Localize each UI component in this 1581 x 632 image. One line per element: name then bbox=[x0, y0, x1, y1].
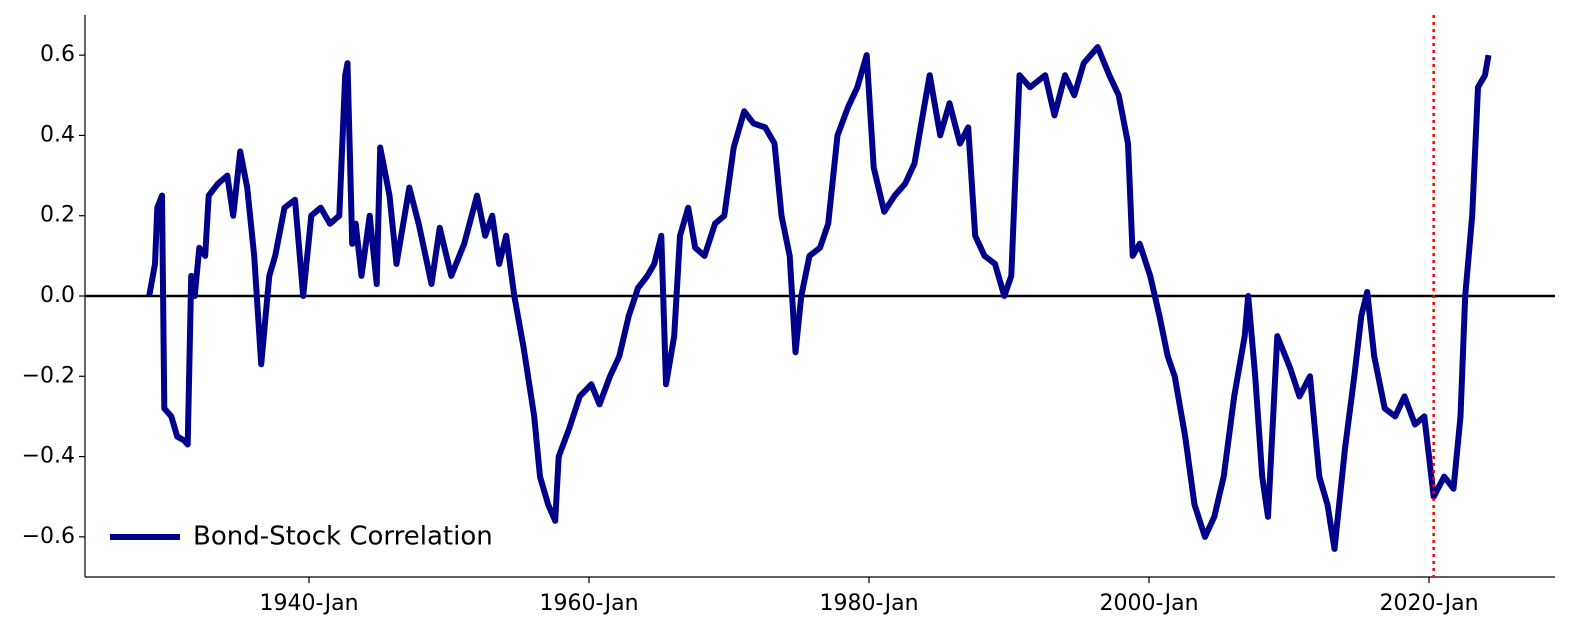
x-tick-label: 1980-Jan bbox=[819, 591, 918, 616]
legend-label: Bond-Stock Correlation bbox=[193, 522, 493, 552]
x-tick-label: 2020-Jan bbox=[1379, 591, 1478, 616]
y-tick-label: 0.0 bbox=[40, 283, 75, 308]
y-tick-label: −0.2 bbox=[22, 363, 75, 388]
x-tick-label: 1940-Jan bbox=[259, 591, 358, 616]
x-tick-label: 1960-Jan bbox=[539, 591, 638, 616]
y-tick-label: 0.2 bbox=[40, 203, 75, 228]
y-tick-label: 0.6 bbox=[40, 42, 75, 67]
x-tick-label: 2000-Jan bbox=[1099, 591, 1198, 616]
data-line bbox=[146, 44, 1492, 552]
y-tick-label: −0.6 bbox=[22, 524, 75, 549]
y-tick-label: −0.4 bbox=[22, 444, 75, 469]
y-tick-label: 0.4 bbox=[40, 122, 75, 147]
